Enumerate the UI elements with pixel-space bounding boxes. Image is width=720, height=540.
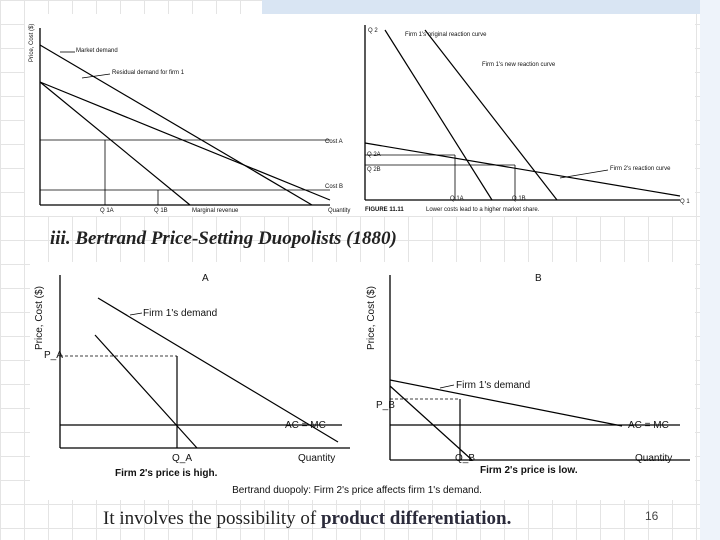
label: Market demand: [76, 48, 118, 54]
figure-caption: Bertrand duopoly: Firm 2's price affects…: [232, 485, 482, 496]
top-right-diagram: Q 2 Firm 1's original reaction curve Fir…: [364, 25, 690, 213]
market-demand-line: [39, 44, 313, 206]
footer-plain: It involves the possibility of: [103, 508, 321, 529]
axis-label: Q 2: [368, 28, 378, 34]
panel-b: B Price, Cost ($) Firm 1's demand P_B AC…: [366, 273, 690, 476]
label: AC = MC: [628, 420, 669, 431]
label: Q_B: [455, 453, 475, 464]
pointer: [439, 384, 455, 389]
axis-label: Quantity: [328, 208, 350, 214]
demand-line: [97, 297, 339, 443]
label: Residual demand for firm 1: [112, 70, 185, 76]
label: Firm 1's original reaction curve: [405, 32, 487, 38]
label: Q 1B: [154, 208, 168, 214]
label: Cost B: [325, 184, 343, 190]
top-left-diagram: Price, Cost ($) Market demand Residual d…: [29, 24, 350, 214]
panel-caption: Firm 2's price is low.: [480, 465, 578, 476]
axis-label: Price, Cost ($): [366, 286, 377, 350]
label: Firm 2's reaction curve: [610, 166, 671, 172]
label: Q 2B: [367, 167, 381, 173]
residual-demand-line: [39, 81, 331, 201]
marginal-revenue-line: [389, 385, 473, 461]
panel-title: B: [535, 273, 542, 284]
axis-label: Quantity: [298, 453, 335, 464]
top-figure-bg: [25, 14, 695, 216]
pointer: [559, 169, 609, 179]
label: Q 2A: [367, 152, 381, 158]
side-band: [700, 0, 720, 540]
label: AC = MC: [285, 420, 326, 431]
original-reaction-line: [384, 29, 493, 201]
label: Firm 1's new reaction curve: [482, 62, 556, 68]
panel-title: A: [202, 273, 209, 284]
corner-band: [262, 0, 702, 14]
page-number: 16: [645, 509, 659, 523]
footer-emphasis: product differentiation.: [321, 508, 511, 529]
label: Firm 1's demand: [456, 380, 530, 391]
figure-number: FIGURE 11.11: [365, 207, 404, 213]
axis-label: Q 1: [680, 199, 690, 205]
bottom-figure-bg: [30, 262, 695, 500]
axis-label: Price, Cost ($): [34, 286, 45, 350]
label: Q 1A: [450, 196, 464, 202]
axis-label: Price, Cost ($): [29, 24, 35, 62]
label: Q 1A: [100, 208, 114, 214]
panel-a: A Price, Cost ($) Firm 1's demand P_A AC…: [34, 273, 350, 479]
heading: iii. Bertrand Price-Setting Duopolists (…: [50, 228, 397, 249]
pointer: [129, 312, 143, 316]
marginal-revenue-line: [94, 334, 198, 449]
label: Marginal revenue: [192, 208, 239, 214]
demand-line: [389, 379, 623, 427]
label: Q_A: [172, 453, 192, 464]
marginal-revenue-line: [39, 81, 191, 206]
footer-text: It involves the possibility of product d…: [103, 508, 511, 529]
label: P_B: [376, 400, 395, 411]
label: Q 1B: [512, 196, 526, 202]
pointer: [81, 73, 111, 79]
axis-label: Quantity: [635, 453, 672, 464]
panel-caption: Firm 2's price is high.: [115, 468, 218, 479]
label: Cost A: [325, 139, 343, 145]
label: P_A: [44, 350, 63, 361]
firm2-reaction-line: [364, 142, 681, 197]
label: Firm 1's demand: [143, 308, 217, 319]
figure-caption: Lower costs lead to a higher market shar…: [426, 207, 540, 213]
